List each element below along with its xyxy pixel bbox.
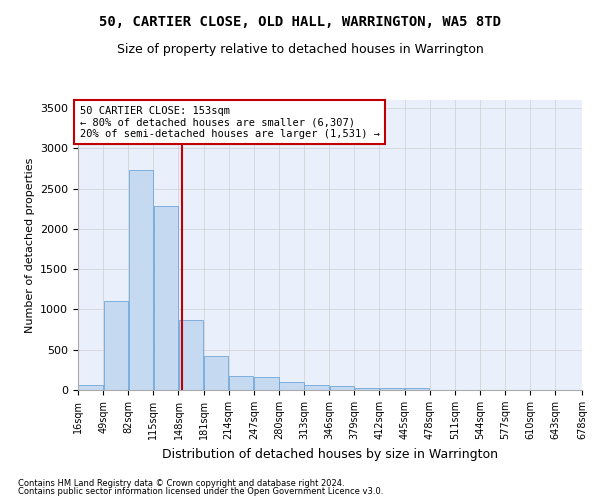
Bar [104, 302, 128, 390]
Text: Contains public sector information licensed under the Open Government Licence v3: Contains public sector information licen… [18, 488, 383, 496]
Y-axis label: Number of detached properties: Number of detached properties [25, 158, 35, 332]
Bar [380, 388, 404, 390]
Text: Size of property relative to detached houses in Warrington: Size of property relative to detached ho… [116, 42, 484, 56]
Bar [154, 206, 178, 390]
Bar [280, 382, 304, 390]
Bar [128, 170, 153, 390]
Bar [329, 386, 354, 390]
Text: Contains HM Land Registry data © Crown copyright and database right 2024.: Contains HM Land Registry data © Crown c… [18, 478, 344, 488]
Bar [254, 376, 278, 390]
Bar [229, 376, 253, 390]
Bar [204, 356, 229, 390]
Bar [179, 320, 203, 390]
Bar [355, 388, 379, 390]
Bar [405, 388, 430, 390]
Bar [304, 385, 329, 390]
Text: 50, CARTIER CLOSE, OLD HALL, WARRINGTON, WA5 8TD: 50, CARTIER CLOSE, OLD HALL, WARRINGTON,… [99, 15, 501, 29]
Bar [79, 385, 103, 390]
X-axis label: Distribution of detached houses by size in Warrington: Distribution of detached houses by size … [162, 448, 498, 460]
Text: 50 CARTIER CLOSE: 153sqm
← 80% of detached houses are smaller (6,307)
20% of sem: 50 CARTIER CLOSE: 153sqm ← 80% of detach… [80, 106, 380, 139]
